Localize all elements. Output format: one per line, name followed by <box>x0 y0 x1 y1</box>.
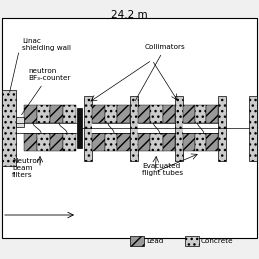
Bar <box>130 96 138 161</box>
Bar <box>63 105 76 123</box>
Bar <box>92 123 130 133</box>
Bar <box>138 133 150 151</box>
Bar <box>77 108 82 148</box>
Bar <box>218 96 226 161</box>
Bar <box>150 133 163 151</box>
Bar <box>183 105 195 123</box>
Bar <box>183 133 195 151</box>
Bar <box>24 133 37 151</box>
Bar <box>37 105 50 123</box>
Bar <box>105 105 117 123</box>
Bar <box>16 117 24 127</box>
Text: Concrete: Concrete <box>201 238 234 244</box>
Bar <box>105 133 117 151</box>
Text: neutron
BF₃-counter: neutron BF₃-counter <box>21 68 70 115</box>
Bar <box>2 18 257 238</box>
Text: Neutron
beam
filters: Neutron beam filters <box>12 158 41 178</box>
Bar <box>163 105 175 123</box>
Bar <box>138 123 175 133</box>
Bar <box>2 90 16 166</box>
Text: Evacuated
flight tubes: Evacuated flight tubes <box>142 163 183 176</box>
Bar <box>130 236 144 246</box>
Bar <box>24 123 76 133</box>
Text: Lead: Lead <box>146 238 163 244</box>
Bar <box>50 105 63 123</box>
Bar <box>92 133 105 151</box>
Bar <box>37 133 50 151</box>
Text: Linac
shielding wall: Linac shielding wall <box>10 38 71 92</box>
Bar <box>195 105 206 123</box>
Bar <box>92 105 105 123</box>
Bar <box>117 133 130 151</box>
Bar <box>185 236 199 246</box>
Bar <box>138 105 150 123</box>
Bar <box>183 123 218 133</box>
Text: Collimators: Collimators <box>135 44 186 100</box>
Bar <box>206 133 218 151</box>
Bar <box>150 105 163 123</box>
Bar <box>163 133 175 151</box>
Bar <box>175 96 183 161</box>
Bar <box>206 105 218 123</box>
Text: 24.2 m: 24.2 m <box>111 10 147 20</box>
Bar <box>50 133 63 151</box>
Bar <box>117 105 130 123</box>
Bar <box>63 133 76 151</box>
Bar <box>249 96 257 161</box>
Bar <box>24 105 37 123</box>
Bar <box>84 96 92 161</box>
Bar <box>195 133 206 151</box>
